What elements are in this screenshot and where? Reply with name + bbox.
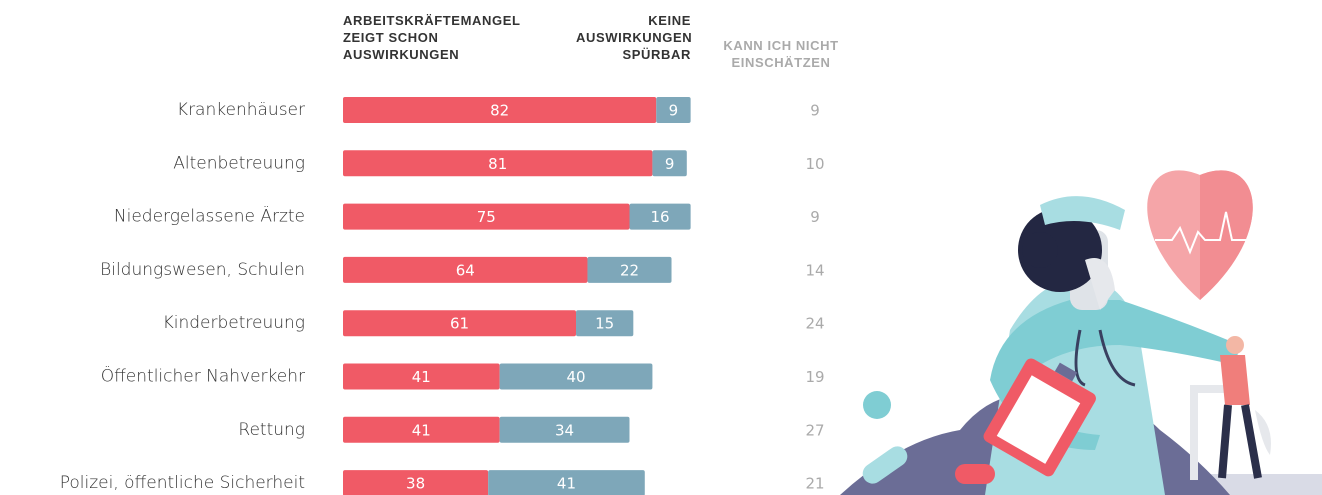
value-label: 16 [651,208,670,226]
third-value: 21 [805,475,824,493]
value-label: 41 [412,368,431,386]
value-label: 41 [557,475,576,493]
page: Krankenhäuser 82 9 9 Altenbetreuung 81 9 10 Nied… [0,0,1322,495]
illustration [840,170,1322,495]
series-header: ARBEITSKRÄFTEMANGEL ZEIGT SCHON AUSWIRKU… [343,12,493,63]
value-label: 9 [665,155,675,173]
category-label: Öffentlicher Nahverkehr [101,365,305,387]
value-label: 64 [456,261,475,279]
value-label: 9 [669,102,679,120]
category-label: Altenbetreuung [173,153,305,173]
value-label: 41 [412,421,431,439]
category-label: Krankenhäuser [177,100,305,120]
value-label: 40 [566,368,585,386]
chart: Krankenhäuser 82 9 9 Altenbetreuung 81 9 10 Nied… [0,0,1322,495]
third-value: 24 [805,315,824,333]
third-value: 9 [810,102,820,120]
third-value: 10 [805,155,824,173]
value-label: 61 [450,315,469,333]
category-label: Polizei, öffentliche Sicherheit [60,473,305,493]
value-label: 75 [477,208,496,226]
value-label: 22 [620,261,639,279]
value-label: 38 [406,475,425,493]
category-label: Niedergelassene Ärzte [114,206,305,227]
third-value: 9 [810,208,820,226]
value-label: 15 [595,315,614,333]
third-value: 19 [805,368,824,386]
category-label: Bildungswesen, Schulen [100,260,305,280]
value-label: 34 [555,421,574,439]
series-header: KANN ICH NICHT EINSCHÄTZEN [706,37,856,71]
value-label: 82 [490,102,509,120]
category-label: Kinderbetreuung [163,313,305,333]
value-label: 81 [488,155,507,173]
category-label: Rettung [238,420,305,440]
third-value: 27 [805,421,824,439]
third-value: 14 [805,261,824,279]
series-header: KEINE AUSWIRKUNGEN SPÜRBAR [576,12,691,63]
